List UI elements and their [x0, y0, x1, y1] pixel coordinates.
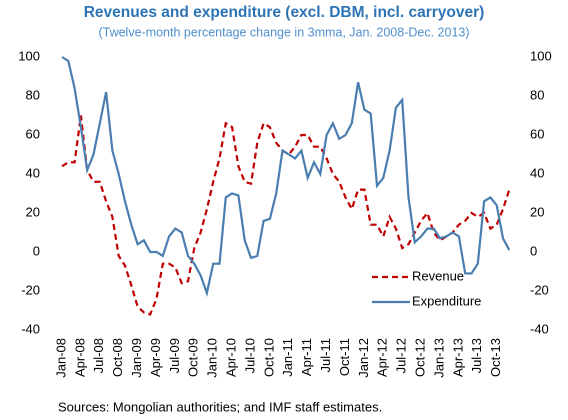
- x-tick-label: Jan-09: [129, 338, 144, 378]
- y-tick-label: -20: [21, 282, 40, 297]
- y2-tick-label: 20: [530, 204, 544, 219]
- x-tick-label: Jul-10: [242, 338, 257, 373]
- legend-label: Revenue: [412, 268, 464, 283]
- x-tick-label: Jan-10: [205, 338, 220, 378]
- x-tick-label: Jan-13: [431, 338, 446, 378]
- x-tick-label: Apr-08: [72, 338, 87, 377]
- y2-tick-label: -40: [530, 321, 549, 336]
- x-tick-label: Apr-13: [450, 338, 465, 377]
- y-tick-label: -40: [21, 321, 40, 336]
- y-tick-label: 0: [33, 243, 40, 258]
- x-tick-label: Jul-13: [469, 338, 484, 373]
- y-tick-label: 60: [26, 126, 40, 141]
- x-tick-label: Jul-08: [91, 338, 106, 373]
- x-tick-label: Oct-09: [186, 338, 201, 377]
- y2-tick-label: 100: [530, 48, 552, 63]
- x-tick-label: Apr-11: [299, 338, 314, 376]
- y-tick-label: 100: [18, 48, 40, 63]
- x-tick-label: Oct-12: [413, 338, 428, 377]
- chart-title: Revenues and expenditure (excl. DBM, inc…: [84, 4, 485, 21]
- line-series: [61, 56, 511, 297]
- y-tick-label: 40: [26, 165, 40, 180]
- x-tick-label: Jan-08: [53, 338, 68, 378]
- y-tick-label: 20: [26, 204, 40, 219]
- x-tick-label: Apr-09: [148, 338, 163, 377]
- x-tick-label: Apr-12: [375, 338, 390, 377]
- y-tick-label: 80: [26, 87, 40, 102]
- y2-tick-label: 0: [530, 243, 537, 258]
- y2-tick-label: 60: [530, 126, 544, 141]
- legend-label: Expenditure: [412, 293, 481, 308]
- y2-tick-label: -20: [530, 282, 549, 297]
- x-tick-label: Jul-11: [318, 338, 333, 372]
- x-tick-label: Jul-12: [394, 338, 409, 373]
- x-tick-label: Jul-09: [167, 338, 182, 373]
- x-tick-label: Oct-10: [261, 338, 276, 377]
- x-tick-label: Oct-11: [337, 338, 352, 376]
- x-tick-label: Jan-12: [356, 338, 371, 378]
- source-note: Sources: Mongolian authorities; and IMF …: [58, 399, 382, 414]
- x-tick-label: Apr-10: [224, 338, 239, 377]
- x-tick-label: Oct-08: [110, 338, 125, 377]
- y2-tick-label: 80: [530, 87, 544, 102]
- x-tick-label: Jan-11: [280, 338, 295, 377]
- y2-tick-label: 40: [530, 165, 544, 180]
- x-tick-label: Oct-13: [488, 338, 503, 377]
- chart-subtitle: (Twelve-month percentage change in 3mma,…: [98, 25, 469, 39]
